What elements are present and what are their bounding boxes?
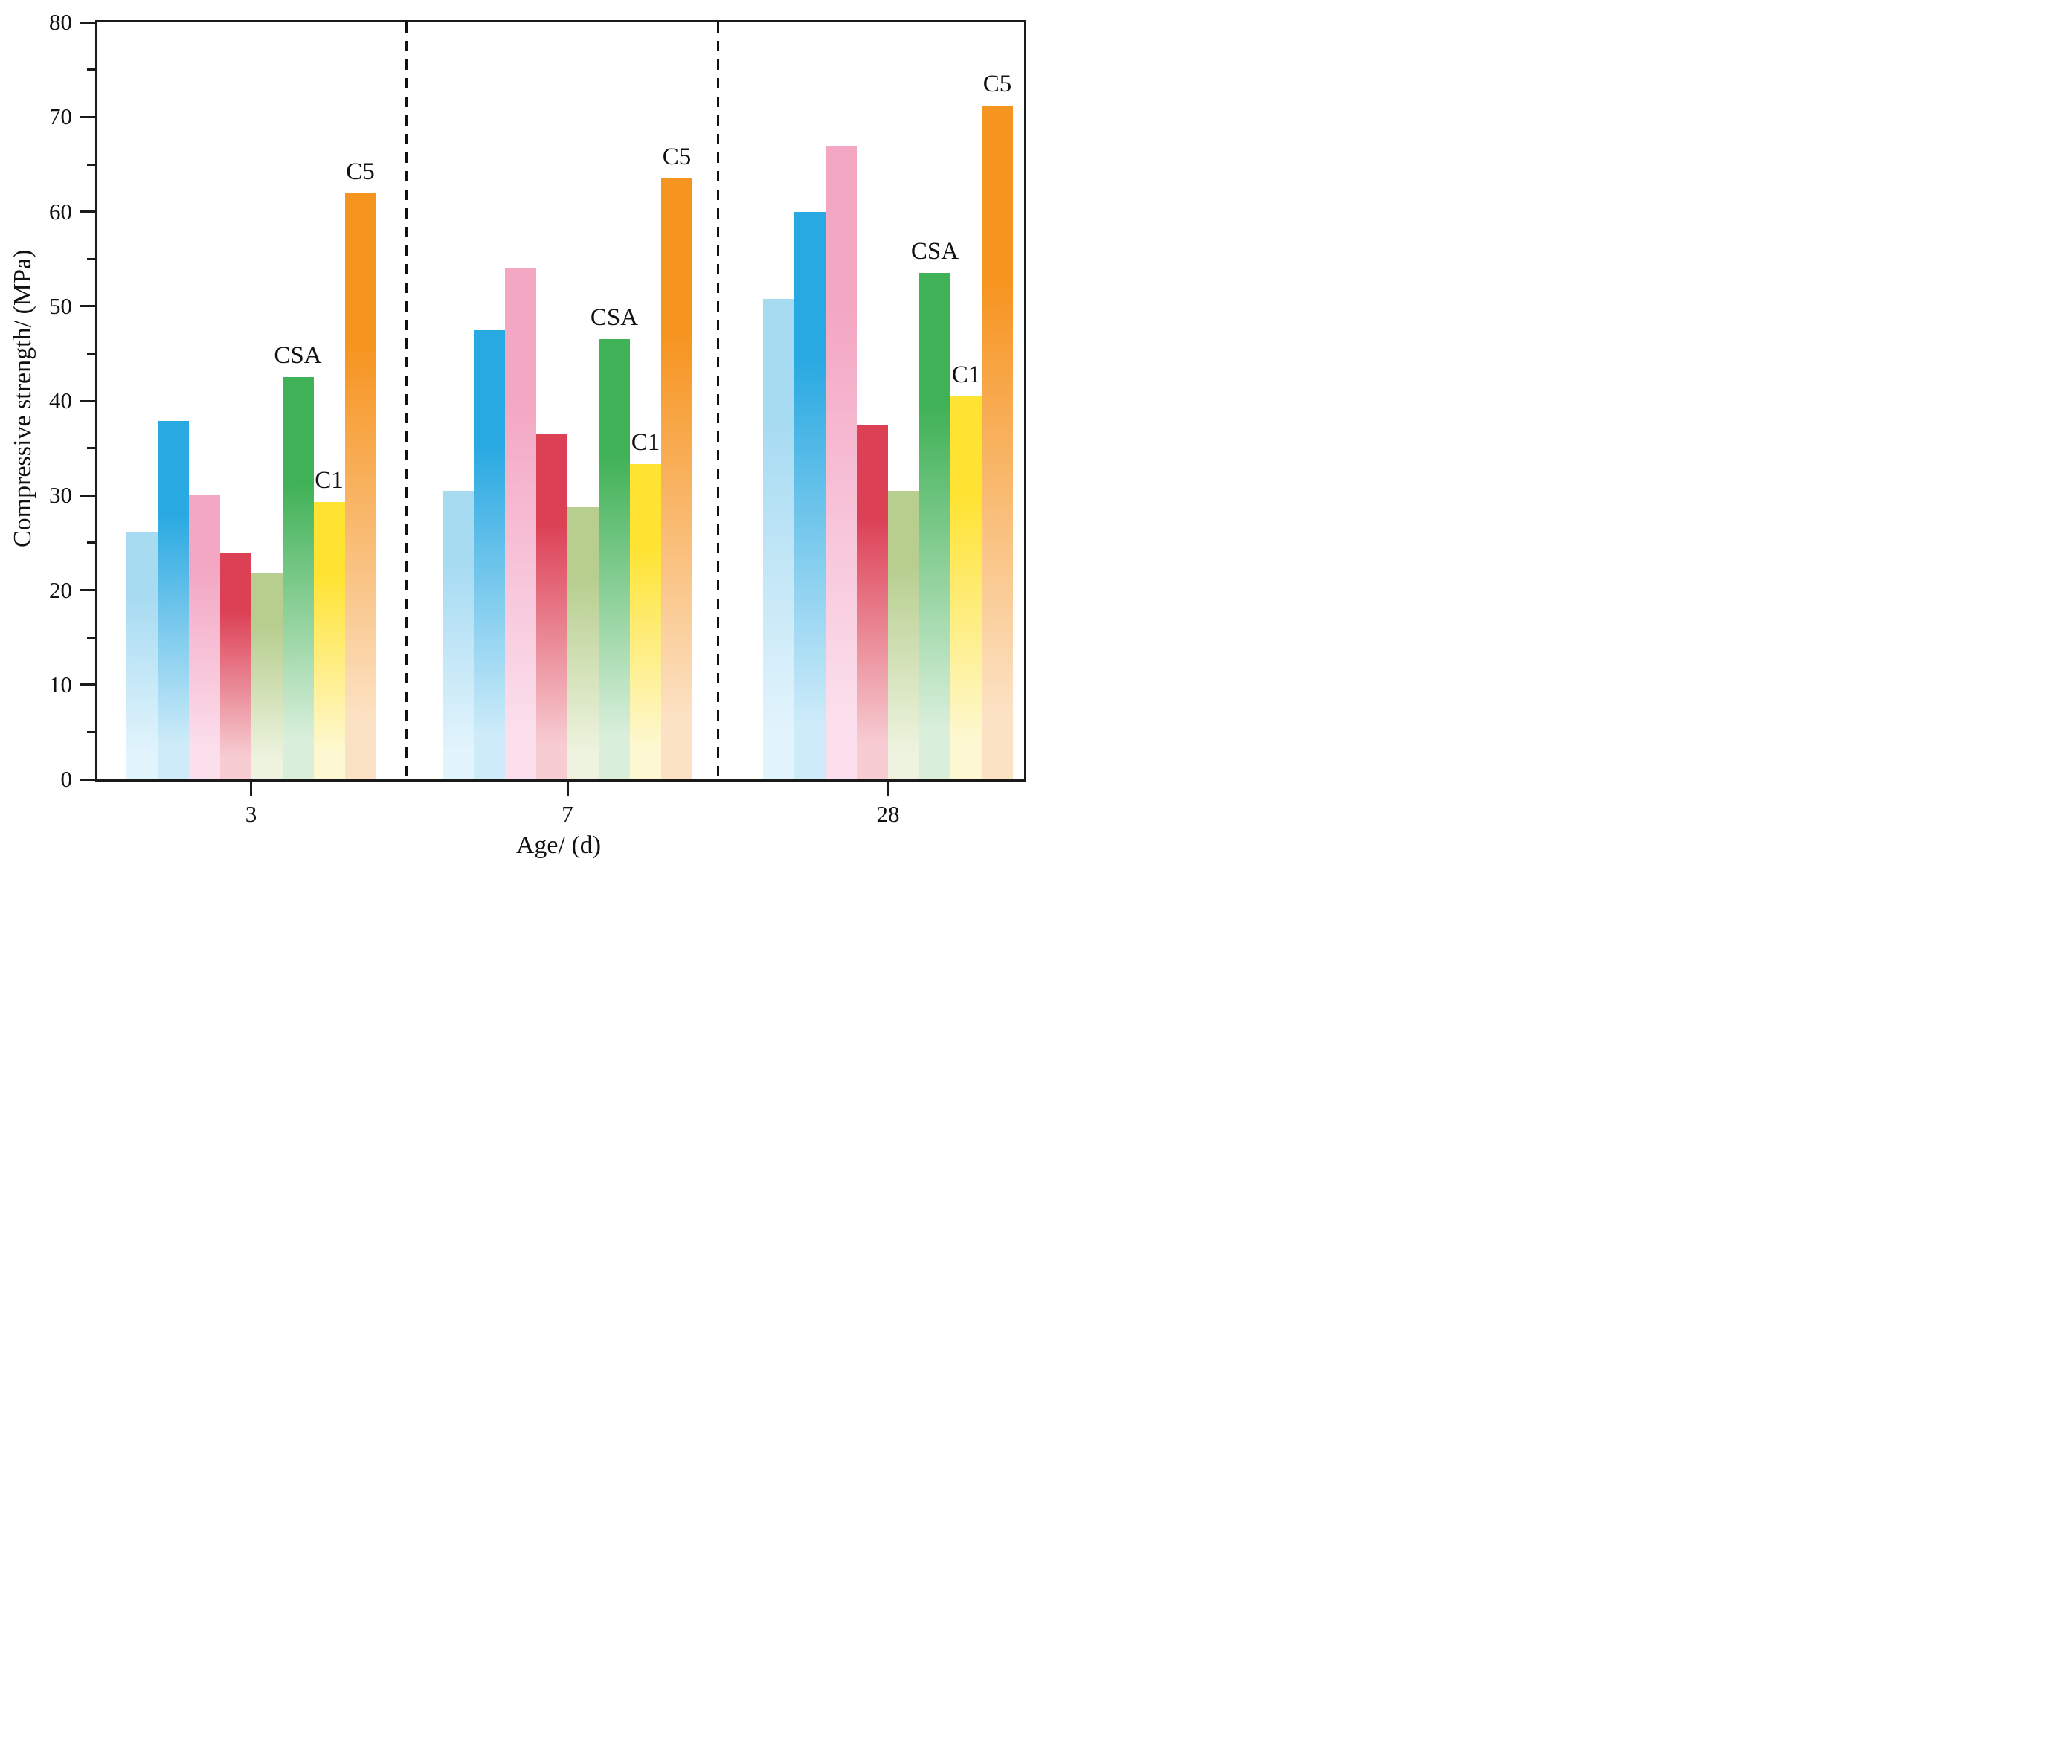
annotation-c5-age-28: C5 bbox=[982, 71, 1012, 98]
annotation-csa-age-3: CSA bbox=[274, 342, 322, 370]
bar-mix-4-red-age-28 bbox=[857, 424, 888, 779]
annotation-csa-age-28: CSA bbox=[910, 238, 959, 265]
annotation-c1-age-3: C1 bbox=[315, 467, 344, 495]
y-tick-label-10: 10 bbox=[49, 671, 72, 698]
bar-group-age-7: CSA C1 C5 bbox=[443, 22, 692, 779]
bar-mix-1-light-blue-age-28 bbox=[763, 298, 794, 779]
y-minor-tick-35 bbox=[87, 447, 95, 450]
y-minor-tick-25 bbox=[87, 541, 95, 544]
annotation-csa-age-7: CSA bbox=[590, 304, 639, 332]
annotation-c1-age-7: C1 bbox=[631, 429, 660, 457]
y-minor-tick-5 bbox=[87, 730, 95, 733]
y-minor-tick-45 bbox=[87, 353, 95, 355]
dashed-separator-2 bbox=[717, 22, 719, 779]
y-major-tick-10 bbox=[80, 683, 95, 686]
bar-C1-age-28 bbox=[950, 396, 982, 779]
plot-area: 0 10 20 30 40 50 60 70 80 CSA C1 C5 CSA C1 C5 CSA C1 C5 … bbox=[49, 9, 1026, 827]
y-major-tick-0 bbox=[80, 778, 95, 781]
x-tick-7 bbox=[566, 782, 569, 796]
bar-mix-3-pink-age-28 bbox=[826, 145, 857, 779]
bar-mix-5-olive-age-7 bbox=[567, 506, 599, 779]
x-axis-title: Age/ (d) bbox=[515, 831, 602, 859]
bar-mix-2-blue-age-7 bbox=[474, 329, 505, 779]
y-major-tick-50 bbox=[80, 305, 95, 308]
bar-CSA-age-28 bbox=[919, 273, 950, 779]
y-minor-tick-15 bbox=[87, 636, 95, 639]
y-minor-tick-55 bbox=[87, 257, 95, 260]
annotation-c5-age-3: C5 bbox=[346, 158, 375, 186]
y-tick-label-0: 0 bbox=[60, 766, 73, 792]
y-major-tick-20 bbox=[80, 589, 95, 592]
bar-mix-1-light-blue-age-3 bbox=[126, 531, 158, 779]
bar-mix-4-red-age-3 bbox=[219, 552, 251, 779]
bar-C5-age-3 bbox=[344, 193, 376, 779]
y-tick-label-30: 30 bbox=[49, 482, 72, 509]
bar-mix-3-pink-age-7 bbox=[505, 268, 536, 779]
compressive-strength-figure: Compressive strength/ (MPa) 0 10 20 30 40 50 6… bbox=[0, 0, 1036, 882]
dashed-separator-1 bbox=[405, 22, 408, 779]
y-tick-label-40: 40 bbox=[49, 387, 72, 414]
x-tick-label-7: 7 bbox=[562, 801, 573, 827]
bar-C1-age-3 bbox=[313, 502, 345, 779]
bar-mix-5-olive-age-3 bbox=[251, 573, 283, 779]
x-tick-label-3: 3 bbox=[245, 801, 257, 827]
bar-C1-age-7 bbox=[630, 464, 661, 779]
y-tick-label-80: 80 bbox=[49, 9, 72, 36]
y-tick-label-50: 50 bbox=[49, 292, 72, 319]
bar-mix-4-red-age-7 bbox=[536, 434, 567, 779]
y-minor-tick-65 bbox=[87, 163, 95, 166]
x-tick-28 bbox=[887, 782, 889, 796]
annotation-c5-age-7: C5 bbox=[662, 144, 692, 171]
annotation-c1-age-28: C1 bbox=[951, 361, 981, 388]
x-tick-3 bbox=[250, 782, 252, 796]
y-tick-label-20: 20 bbox=[49, 576, 72, 603]
y-tick-label-60: 60 bbox=[49, 198, 72, 225]
bar-mix-1-light-blue-age-7 bbox=[443, 490, 474, 779]
bar-mix-3-pink-age-3 bbox=[188, 495, 220, 779]
bar-group-age-28: CSA C1 C5 bbox=[763, 22, 1013, 779]
bar-mix-2-blue-age-3 bbox=[157, 420, 189, 779]
bar-C5-age-28 bbox=[982, 106, 1013, 779]
y-major-tick-60 bbox=[80, 210, 95, 213]
x-tick-label-28: 28 bbox=[876, 801, 900, 827]
y-minor-tick-75 bbox=[87, 68, 95, 71]
bar-mix-2-blue-age-28 bbox=[794, 211, 826, 779]
bar-group-age-3: CSA C1 C5 bbox=[126, 22, 376, 779]
bar-CSA-age-3 bbox=[282, 377, 314, 779]
bar-mix-5-olive-age-28 bbox=[888, 490, 919, 779]
y-major-tick-30 bbox=[80, 494, 95, 497]
y-major-tick-80 bbox=[80, 21, 95, 24]
y-major-tick-70 bbox=[80, 115, 95, 118]
y-tick-label-70: 70 bbox=[49, 103, 72, 130]
bar-CSA-age-7 bbox=[599, 339, 630, 779]
bar-C5-age-7 bbox=[661, 178, 692, 779]
y-major-tick-40 bbox=[80, 399, 95, 402]
